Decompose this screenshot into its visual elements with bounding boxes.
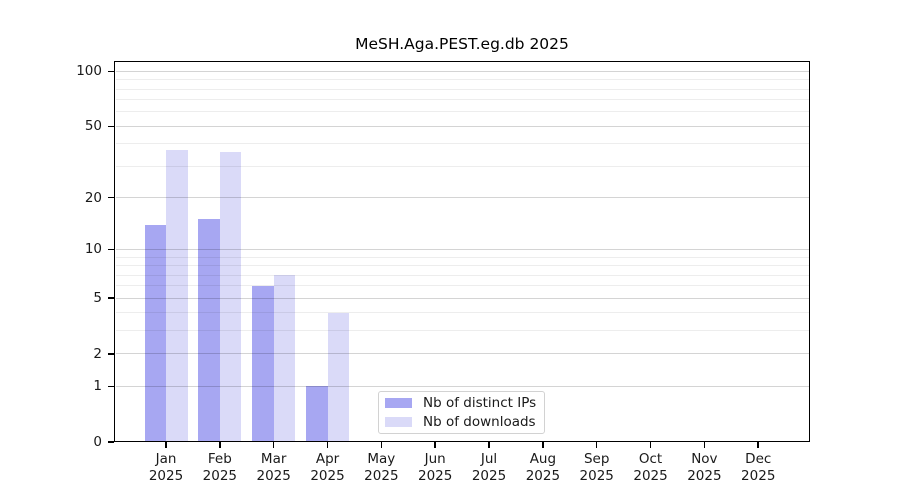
x-axis-tick	[434, 442, 436, 448]
bar-nb-of-distinct-ips-feb	[198, 219, 220, 442]
x-tick-label: Jun 2025	[418, 451, 453, 484]
x-axis-tick	[165, 442, 167, 448]
gridline-major	[116, 385, 809, 387]
x-axis-tick	[272, 442, 275, 448]
bar-nb-of-distinct-ips-jan	[144, 224, 166, 442]
bar-nb-of-distinct-ips-mar	[252, 285, 274, 442]
x-tick-label: Feb 2025	[202, 451, 237, 484]
x-axis-tick	[595, 442, 598, 448]
gridline-minor	[116, 330, 809, 332]
gridline-minor	[116, 265, 809, 267]
x-tick-label: Oct 2025	[633, 451, 668, 484]
y-axis-tick	[108, 441, 114, 443]
x-axis-tick	[326, 442, 329, 448]
x-tick-label: Nov 2025	[687, 451, 722, 484]
x-tick-label: Sep 2025	[579, 451, 614, 484]
x-axis-tick	[380, 442, 383, 448]
x-tick-label: Apr 2025	[310, 451, 345, 484]
gridline-major	[116, 125, 809, 127]
gridline-minor	[116, 312, 809, 314]
bar-nb-of-downloads-apr	[327, 312, 350, 442]
gridline-minor	[116, 88, 809, 90]
x-tick-label: Aug 2025	[525, 451, 561, 484]
y-tick-label: 2	[93, 345, 102, 362]
gridline-minor	[116, 285, 809, 287]
legend-swatch-distinct-ips	[385, 398, 412, 409]
gridline-minor	[116, 165, 809, 167]
y-tick-label: 1	[93, 378, 102, 395]
bar-nb-of-downloads-jan	[166, 149, 188, 442]
y-axis-tick	[108, 196, 114, 199]
gridline-minor	[116, 143, 809, 145]
x-axis-tick	[649, 442, 652, 448]
y-axis-tick	[108, 353, 114, 355]
gridline-major	[116, 297, 809, 299]
y-tick-label: 20	[84, 189, 102, 206]
legend: Nb of distinct IPs Nb of downloads	[378, 391, 545, 434]
gridline-minor	[116, 111, 809, 113]
gridline-minor	[116, 256, 809, 258]
gridline-major	[116, 353, 809, 355]
x-tick-label: Jul 2025	[471, 451, 507, 484]
legend-label: Nb of downloads	[423, 413, 536, 430]
y-axis-tick	[108, 297, 114, 299]
gridline-major	[116, 248, 809, 250]
gridline-major	[116, 197, 809, 199]
y-axis-tick	[108, 70, 114, 73]
y-axis-tick	[108, 248, 114, 251]
x-tick-label: May 2025	[364, 451, 399, 484]
x-tick-label: Jan 2025	[148, 451, 184, 484]
y-tick-label: 0	[93, 434, 102, 450]
gridline-minor	[116, 99, 809, 101]
bar-nb-of-downloads-mar	[273, 275, 296, 442]
y-tick-label: 50	[84, 118, 102, 135]
bar-nb-of-distinct-ips-apr	[306, 386, 328, 442]
y-tick-label: 100	[76, 63, 102, 80]
legend-swatch-downloads	[385, 416, 412, 427]
legend-item-distinct-ips: Nb of distinct IPs	[385, 395, 538, 412]
gridline-minor	[116, 274, 809, 276]
x-axis-tick	[542, 442, 544, 448]
legend-label: Nb of distinct IPs	[423, 395, 537, 412]
y-tick-label: 5	[93, 290, 102, 307]
x-axis-tick	[703, 442, 706, 448]
y-axis-tick	[108, 125, 114, 128]
bar-nb-of-downloads-feb	[219, 152, 242, 442]
y-axis-tick	[108, 385, 114, 388]
x-axis-tick	[219, 442, 221, 448]
x-axis-tick	[757, 442, 759, 448]
chart-title: MeSH.Aga.PEST.eg.db 2025	[355, 35, 569, 53]
legend-item-downloads: Nb of downloads	[385, 414, 538, 431]
gridline-major	[116, 70, 809, 72]
x-axis-tick	[488, 442, 490, 448]
x-tick-label: Mar 2025	[256, 451, 291, 484]
y-tick-label: 10	[84, 241, 102, 258]
x-tick-label: Dec 2025	[741, 451, 776, 484]
gridline-minor	[116, 79, 809, 81]
